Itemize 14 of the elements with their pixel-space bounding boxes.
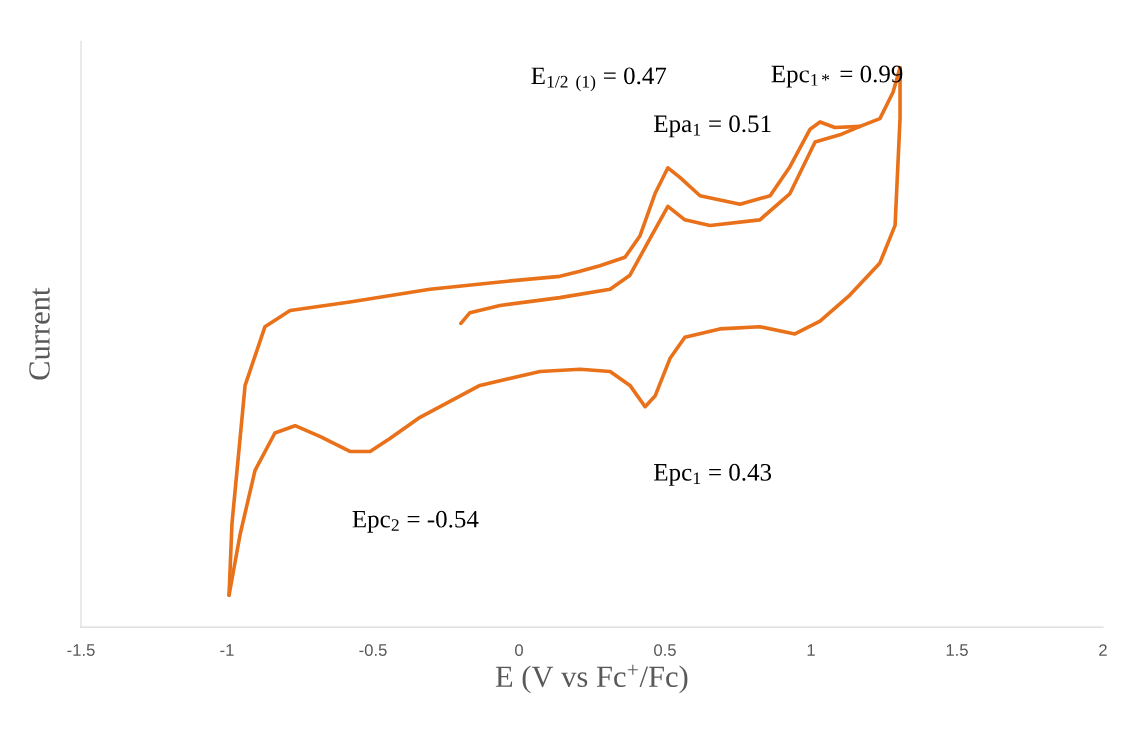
x-tick-label: -0.5 bbox=[359, 644, 387, 656]
x-tick-label: -1 bbox=[220, 644, 234, 656]
x-tick-label: -1.5 bbox=[67, 644, 95, 656]
y-axis-title: Current bbox=[29, 287, 50, 380]
annotation: Epc$_{2}$ = -0.54 bbox=[352, 510, 479, 533]
x-axis-title: E (V vs Fc$^{+}$/Fc) bbox=[495, 664, 688, 694]
x-tick-label: 0 bbox=[515, 644, 523, 656]
annotation: Epc$_{1}$ = 0.43 bbox=[654, 463, 772, 486]
x-tick-label: 2 bbox=[1099, 644, 1107, 656]
x-tick-label: 1 bbox=[807, 644, 815, 656]
x-tick-label: 1.5 bbox=[946, 644, 968, 656]
annotation: Epa$_{1}$ = 0.51 bbox=[654, 115, 771, 138]
annotation: E$_{1/2 (1)}$ = 0.47 bbox=[531, 67, 667, 92]
x-tick-label: 0.5 bbox=[654, 644, 676, 656]
